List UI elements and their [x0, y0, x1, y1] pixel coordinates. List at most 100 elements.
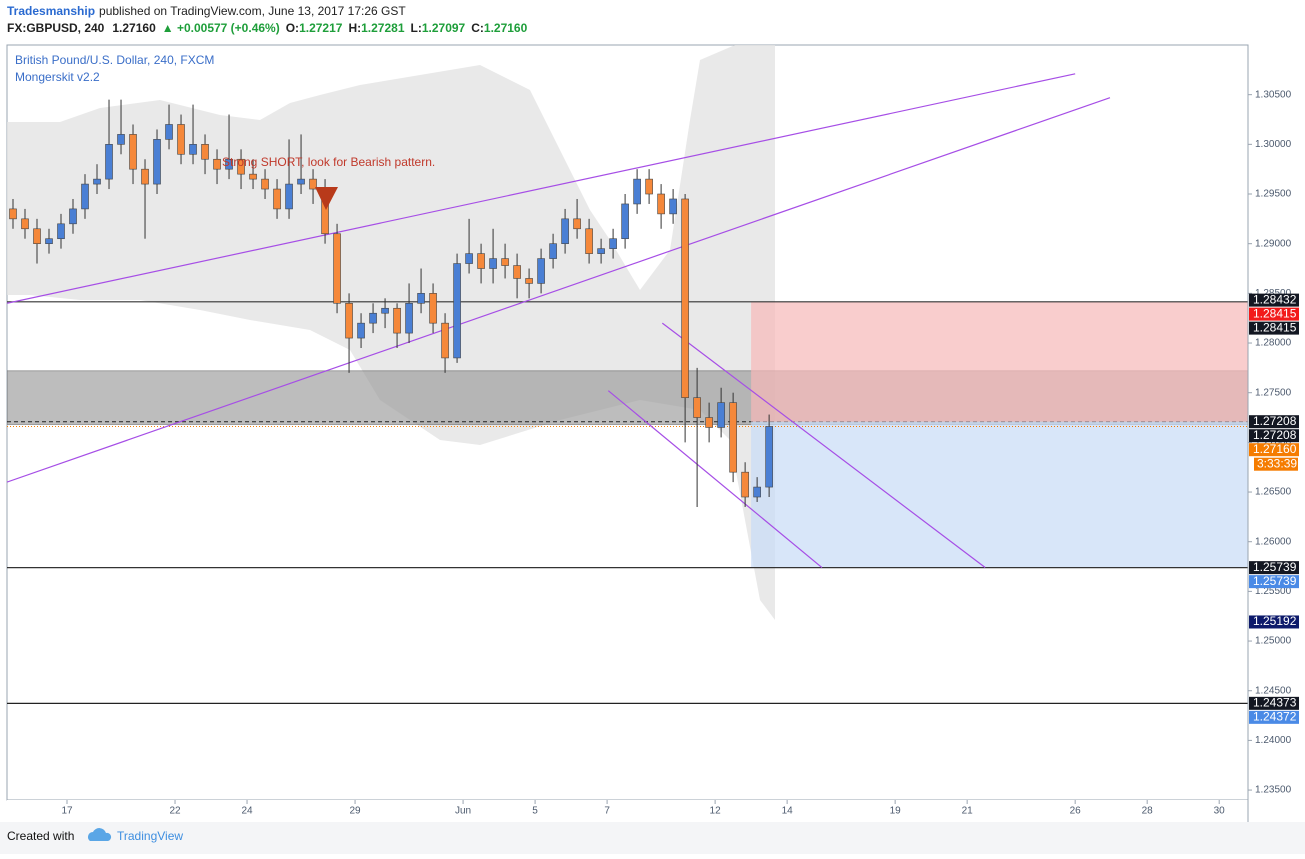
candle-body — [405, 302, 413, 334]
candle-body — [141, 168, 149, 185]
candle-body — [261, 178, 269, 190]
x-tick-label: 17 — [61, 806, 73, 817]
tv-logo — [88, 828, 112, 841]
y-tick-label: 1.26000 — [1255, 536, 1292, 547]
candle-body — [705, 417, 713, 428]
candle-body — [153, 139, 161, 185]
candle-body — [765, 426, 773, 488]
candle-body — [129, 134, 137, 170]
target-box — [751, 421, 1248, 568]
price-label: 1.27208 — [1253, 428, 1297, 442]
candle-body — [453, 263, 461, 359]
x-tick-label: 22 — [169, 806, 181, 817]
annotation: Strong SHORT, look for Bearish pattern. — [222, 155, 435, 169]
y-tick-label: 1.23500 — [1255, 785, 1292, 796]
candle-body — [537, 258, 545, 284]
stop-box — [751, 301, 1248, 422]
candle-body — [177, 124, 185, 155]
candle-body — [597, 248, 605, 254]
ohlc-key: H: — [348, 21, 361, 35]
header-line: Tradesmanship published on TradingView.co… — [7, 4, 406, 18]
trendline — [7, 73, 1076, 304]
ohlc-key: C: — [471, 21, 484, 35]
price-label-bg — [1249, 696, 1299, 710]
price-label-bg — [1249, 615, 1299, 629]
candle-body — [417, 293, 425, 304]
price-label: 1.28432 — [1253, 292, 1297, 306]
trendline — [607, 390, 823, 569]
candle-body — [477, 253, 485, 269]
candle-body — [105, 144, 113, 180]
symbol-line: FX:GBPUSD, 240 1.27160 ▲ +0.00577 (+0.46%)… — [7, 21, 528, 35]
candle-body — [717, 402, 725, 428]
change: ▲ +0.00577 (+0.46%) — [162, 21, 280, 35]
candle-body — [609, 238, 617, 249]
price-label: 1.25739 — [1253, 574, 1297, 588]
price-label: 1.27208 — [1253, 414, 1297, 428]
price-label-bg — [1249, 415, 1299, 429]
candle-body — [585, 228, 593, 254]
y-tick-label: 1.30000 — [1255, 139, 1292, 150]
candle-body — [213, 158, 221, 170]
x-tick-label: 24 — [241, 806, 253, 817]
x-tick-label: 21 — [962, 806, 974, 817]
candle-body — [225, 158, 233, 170]
cloud-band — [7, 45, 775, 620]
plot-area — [7, 45, 1248, 704]
ohlc-key: O: — [286, 21, 299, 35]
candle-body — [621, 203, 629, 240]
ohlc-value: 1.27217 — [299, 21, 343, 35]
candle-body — [489, 258, 497, 269]
x-tick-label: 5 — [532, 806, 538, 817]
candle-body — [693, 397, 701, 418]
candle-body — [93, 178, 101, 185]
candle-body — [549, 243, 557, 259]
candle-body — [633, 178, 641, 205]
price-label: 1.28415 — [1253, 306, 1297, 320]
y-tick-label: 1.25000 — [1255, 636, 1292, 647]
published: published on TradingView.com, June 13, 2… — [99, 4, 406, 18]
candle-body — [21, 218, 29, 230]
footer-created: Created with — [7, 829, 74, 843]
candle-body — [729, 402, 737, 473]
candle-body — [9, 208, 17, 220]
x-axis-panel — [7, 800, 1248, 822]
candle-body — [273, 188, 281, 210]
price-label-bg — [1249, 293, 1299, 307]
x-tick-label: 28 — [1142, 806, 1154, 817]
y-tick-label: 1.28000 — [1255, 338, 1292, 349]
candle-body — [741, 471, 749, 498]
candle-body — [309, 178, 317, 190]
candle-body — [45, 238, 53, 244]
trendline — [7, 97, 1111, 483]
candle-body — [201, 144, 209, 160]
x-tick-label: 29 — [349, 806, 361, 817]
candle-body — [645, 178, 653, 195]
x-tick-label: 12 — [710, 806, 722, 817]
candle-body — [465, 253, 473, 264]
ohlc-key: L: — [411, 21, 422, 35]
candle-body — [393, 307, 401, 334]
y-tick-label: 1.29000 — [1255, 238, 1292, 249]
candle-body — [117, 134, 125, 145]
symbol: FX:GBPUSD, 240 — [7, 21, 105, 35]
candle-body — [501, 258, 509, 266]
indicator-name: Mongerskit v2.2 — [15, 70, 100, 84]
price-label-bg — [1249, 561, 1299, 575]
candle-body — [69, 208, 77, 225]
candle-body — [561, 218, 569, 244]
x-tick-label: 30 — [1214, 806, 1226, 817]
price-label: 1.24373 — [1253, 696, 1297, 710]
x-tick-label: Jun — [455, 806, 471, 817]
y-tick-label: 1.24500 — [1255, 685, 1292, 696]
price-label-bg — [1249, 307, 1299, 321]
price-label: 1.27160 — [1253, 442, 1297, 456]
x-tick-label: 19 — [890, 806, 902, 817]
candle-body — [573, 218, 581, 230]
candle-body — [369, 312, 377, 324]
price-label: 1.25192 — [1253, 614, 1297, 628]
candle-body — [189, 144, 197, 155]
y-tick-label: 1.27500 — [1255, 387, 1292, 398]
trendline — [661, 322, 986, 569]
candle-body — [333, 233, 341, 304]
